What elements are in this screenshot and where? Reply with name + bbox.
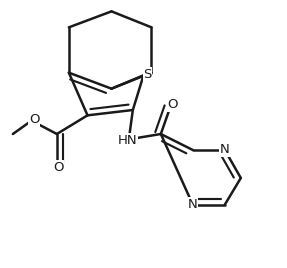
Text: O: O xyxy=(168,98,178,111)
Text: N: N xyxy=(220,143,230,157)
Text: N: N xyxy=(188,198,198,211)
Text: HN: HN xyxy=(118,134,137,147)
Text: O: O xyxy=(29,113,39,126)
Text: S: S xyxy=(143,68,152,80)
Text: O: O xyxy=(53,161,63,174)
